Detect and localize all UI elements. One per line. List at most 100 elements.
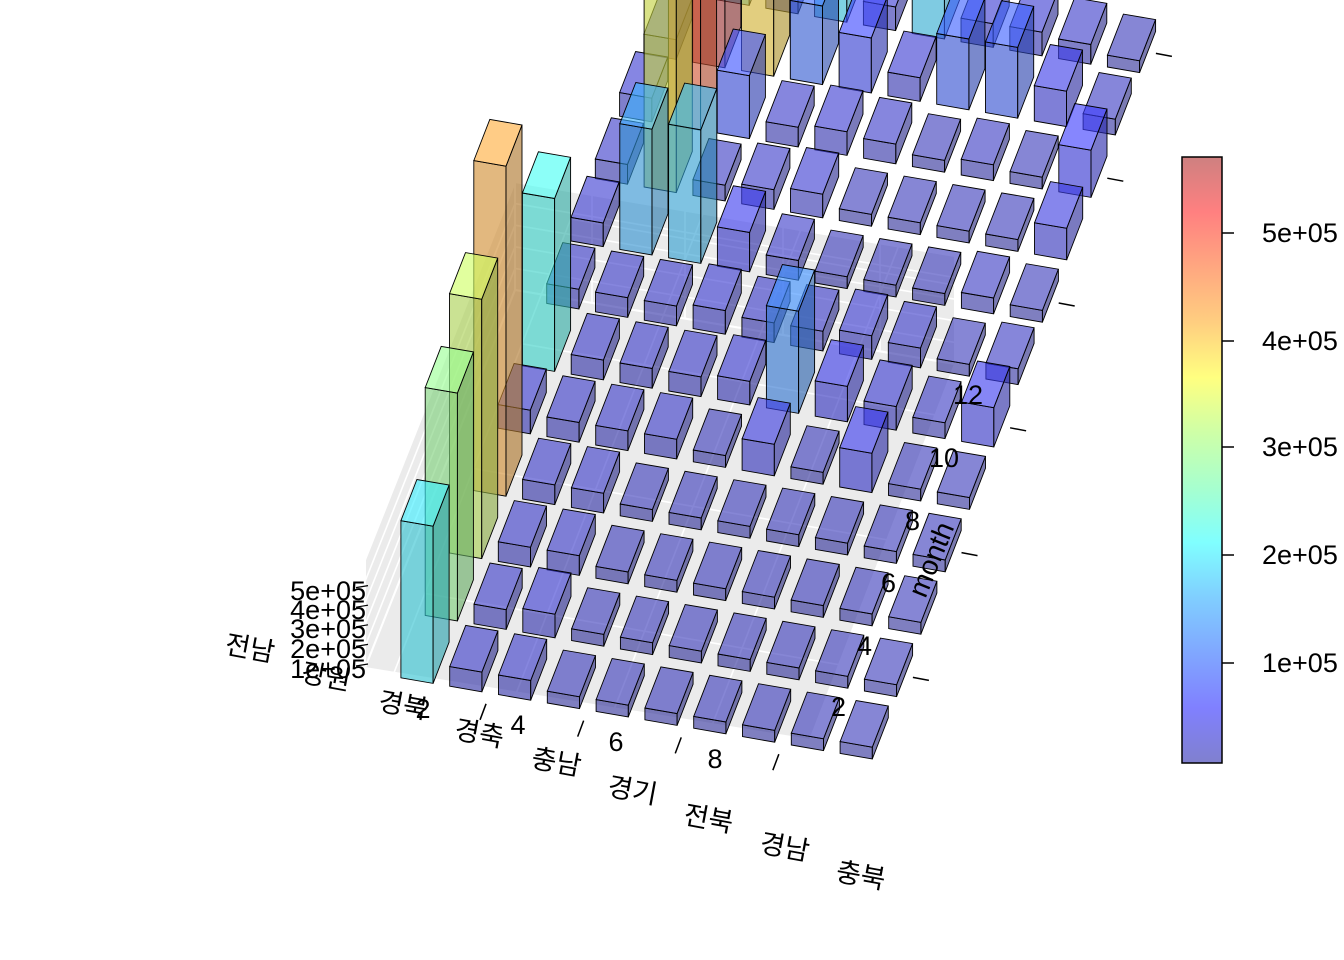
bar-face [668,329,718,378]
bar-face [936,0,985,40]
bar-face [870,0,888,94]
y-tick-label: 10 [929,443,959,473]
bar [912,375,962,440]
bar-face [790,691,841,740]
colorbar-tick-labels: 1e+05 2e+05 3e+05 4e+05 5e+05 [1262,218,1338,678]
bar-face [960,360,1011,409]
x-region-label: 충북 [833,856,888,896]
x-region-label: 경기 [605,771,660,811]
bar-face [473,118,523,167]
bar-face [838,167,889,215]
bar [887,175,937,236]
bar-face [765,263,816,312]
bar-face [595,383,645,432]
bar-face [668,123,702,264]
bar-face [773,0,791,77]
bar-face [546,375,596,424]
bar [619,462,670,522]
bar [668,603,719,664]
bar-face [448,252,499,300]
y-tick [1058,302,1075,307]
bar-face [716,28,767,77]
bar-face [887,300,938,349]
bar-face [1009,129,1059,178]
bar-face [741,549,792,598]
bar-face [497,500,548,548]
bar [619,81,669,256]
bar-face [1034,222,1068,261]
z-tick [355,643,369,647]
bar-face [863,637,914,686]
bar-face [814,339,865,387]
bar [1009,263,1060,323]
colorbar-ticks [1222,232,1234,664]
bar [960,117,1011,182]
bar [643,258,694,327]
bar [838,167,889,227]
bar-face [839,447,873,494]
y-tick-label: 2 [831,692,846,722]
bar-face [521,151,572,200]
bar [936,450,987,510]
bar-face [1033,43,1084,92]
x-tick-label: 8 [707,744,722,774]
bar-face [936,183,986,232]
bar-face [692,263,742,312]
bar-face [619,81,669,130]
bar [570,312,621,381]
bar [546,375,596,443]
z-axis-tick-labels: 1e+05 2e+05 3e+05 4e+05 5e+05 [290,576,366,684]
bar-face [1041,0,1059,56]
bar-face [716,226,751,273]
bar-face [595,524,645,573]
bar [839,406,889,494]
bar [716,28,767,140]
bar-face [985,41,1019,119]
colorbar-ramp [1181,156,1223,764]
bar-face [693,674,743,723]
bar-face [717,612,767,661]
bar-face [766,620,816,669]
bar-face [887,175,937,224]
bar [887,441,938,502]
bar [619,321,669,389]
bar [570,446,621,514]
bar-face [789,0,826,7]
bar-face [741,142,791,191]
bar [741,397,791,477]
z-tick [355,663,369,667]
bar [838,0,888,94]
bar [667,82,718,264]
bar [814,229,864,290]
bar-face [765,487,816,536]
x-region-label: 충남 [529,743,584,783]
bar-face [789,0,823,86]
bar [936,317,986,377]
bar-face [643,392,694,440]
bar-face [838,288,889,337]
bar-face [449,624,499,673]
bar-face [546,508,596,557]
bar-face [1009,263,1060,311]
bar-face [839,566,889,615]
bar-face [863,359,913,408]
x-tick-label: 6 [608,727,623,757]
colorbar-tick-label: 2e+05 [1262,540,1338,570]
bar-face [863,237,913,286]
bar [863,637,914,698]
bar-face [838,0,887,39]
bar [716,334,767,406]
bar [741,549,792,610]
bar [692,263,742,335]
bar [863,504,914,564]
bar-face [570,175,620,224]
bar-face [667,82,718,131]
bar-face [839,699,889,748]
bar-face [968,0,986,110]
bar [497,500,548,568]
bar-face [716,334,767,382]
bar [789,146,840,219]
colorbar-tick-label: 5e+05 [1262,218,1338,248]
bar-face [1033,181,1084,229]
bar-face [716,185,767,234]
